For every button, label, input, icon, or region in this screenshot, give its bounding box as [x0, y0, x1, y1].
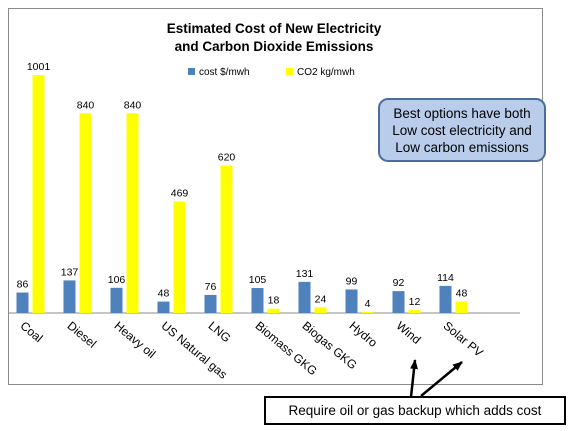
bar-co2-lng — [220, 165, 233, 313]
bar-cost-us-natural-gas — [157, 301, 170, 313]
bar-cost-wind — [392, 291, 405, 313]
data-label-cost-coal: 86 — [17, 279, 29, 291]
arrow-to-wind — [409, 359, 419, 398]
bar-co2-coal — [32, 75, 45, 313]
chart-title-line-2: and Carbon Dioxide Emissions — [175, 39, 374, 54]
bar-co2-hydro — [361, 312, 374, 313]
data-label-co2-hydro: 4 — [365, 298, 371, 310]
data-label-co2-biogas-gkg: 24 — [315, 293, 327, 305]
chart-title-line-1: Estimated Cost of New Electricity — [167, 21, 382, 36]
arrow-to-solar — [420, 361, 463, 397]
bar-cost-hydro — [345, 289, 358, 313]
data-label-co2-lng: 620 — [218, 152, 236, 164]
data-label-co2-us-natural-gas: 469 — [171, 187, 189, 199]
bar-marks — [16, 75, 468, 313]
bar-cost-solar-pv — [439, 285, 452, 313]
data-label-cost-heavy-oil: 106 — [108, 274, 126, 286]
data-label-cost-solar-pv: 114 — [437, 272, 454, 284]
bar-cost-diesel — [63, 280, 76, 313]
data-label-cost-us-natural-gas: 48 — [158, 288, 170, 300]
data-label-co2-diesel: 840 — [77, 99, 95, 111]
data-label-co2-solar-pv: 48 — [456, 288, 468, 300]
data-label-cost-lng: 76 — [205, 281, 217, 293]
bar-co2-biomass-gkg — [267, 308, 280, 313]
bar-co2-solar-pv — [455, 301, 468, 313]
bar-cost-coal — [16, 292, 29, 313]
callout-box: Best options have both Low cost electric… — [378, 98, 546, 162]
category-label-diesel: Diesel — [65, 319, 100, 351]
backup-note: Require oil or gas backup which adds cos… — [264, 396, 566, 425]
data-label-co2-biomass-gkg: 18 — [268, 295, 280, 307]
category-label-solar-pv: Solar PV — [441, 319, 486, 360]
callout-line-1: Best options have both — [393, 106, 531, 121]
legend-swatch-cost — [188, 68, 195, 75]
legend: cost $/mwh CO2 kg/mwh — [188, 67, 355, 78]
bar-co2-heavy-oil — [126, 113, 139, 313]
bar-co2-wind — [408, 310, 421, 313]
callout-line-3: Low carbon emissions — [395, 140, 529, 155]
category-label-heavy-oil: Heavy oil — [112, 319, 159, 361]
category-label-lng: LNG — [206, 319, 234, 346]
category-label-wind: Wind — [394, 319, 424, 347]
bar-cost-biomass-gkg — [251, 288, 264, 313]
bar-co2-us-natural-gas — [173, 201, 186, 313]
bar-co2-diesel — [79, 113, 92, 313]
data-label-cost-biogas-gkg: 131 — [296, 268, 314, 280]
bar-cost-biogas-gkg — [298, 281, 311, 313]
data-label-co2-coal: 1001 — [27, 61, 51, 73]
legend-label-co2: CO2 kg/mwh — [297, 67, 355, 78]
data-label-co2-wind: 12 — [409, 296, 421, 308]
bar-cost-heavy-oil — [110, 287, 123, 313]
data-label-cost-biomass-gkg: 105 — [249, 274, 267, 286]
category-label-hydro: Hydro — [347, 319, 381, 351]
bar-cost-lng — [204, 294, 217, 313]
data-label-co2-heavy-oil: 840 — [124, 99, 142, 111]
legend-label-cost: cost $/mwh — [199, 67, 250, 78]
chart-frame — [8, 8, 543, 385]
data-label-cost-hydro: 99 — [346, 275, 358, 287]
bar-co2-biogas-gkg — [314, 307, 327, 313]
legend-swatch-co2 — [286, 68, 293, 75]
data-label-cost-diesel: 137 — [61, 266, 79, 278]
callout-line-2: Low cost electricity and — [392, 123, 532, 138]
category-label-coal: Coal — [18, 319, 46, 346]
data-label-cost-wind: 92 — [393, 277, 405, 289]
